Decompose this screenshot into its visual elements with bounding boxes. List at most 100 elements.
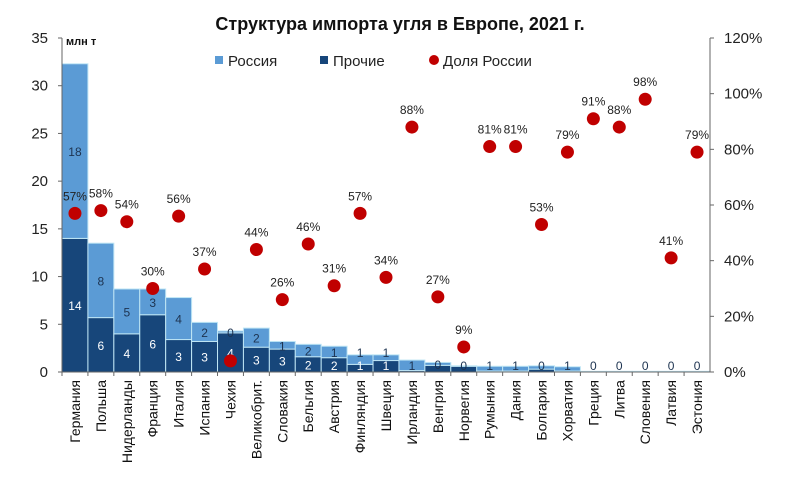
bar-label-russia: 2 xyxy=(305,345,312,359)
share-point xyxy=(354,207,367,220)
bar-label-others: 3 xyxy=(201,351,208,365)
x-tick-label: Словения xyxy=(637,380,653,444)
share-point xyxy=(587,112,600,125)
bar-label-russia: 1 xyxy=(279,339,286,353)
bar-label-russia: 1 xyxy=(512,359,519,373)
share-point xyxy=(691,146,704,159)
share-point xyxy=(535,218,548,231)
y2-tick-label: 120% xyxy=(724,30,762,47)
share-label: 46% xyxy=(296,220,320,234)
legend-swatch xyxy=(429,55,439,65)
y2-tick-label: 0% xyxy=(724,364,746,381)
x-tick-label: Польша xyxy=(93,380,109,432)
bar-label-russia: 1 xyxy=(357,346,364,360)
x-tick-label: Эстония xyxy=(689,380,705,434)
x-tick-label: Литва xyxy=(611,380,627,419)
share-label: 57% xyxy=(348,189,372,203)
y-tick-label: 25 xyxy=(31,125,48,142)
share-point xyxy=(224,354,237,367)
share-label: 31% xyxy=(322,262,346,276)
legend-label: Доля России xyxy=(443,53,532,70)
share-point xyxy=(509,140,522,153)
bar-label-others: 3 xyxy=(279,355,286,369)
share-point xyxy=(639,93,652,106)
x-tick-label: Нидерланды xyxy=(119,380,135,463)
share-point xyxy=(68,207,81,220)
x-tick-label: Великобрит. xyxy=(248,380,264,459)
share-label: 41% xyxy=(659,234,683,248)
x-tick-label: Чехия xyxy=(222,380,238,419)
share-label: 81% xyxy=(478,123,502,137)
legend-swatch xyxy=(215,56,223,64)
share-label: 88% xyxy=(400,103,424,117)
share-label: 44% xyxy=(244,226,268,240)
bar-label-russia: 8 xyxy=(98,274,105,288)
share-label: 58% xyxy=(89,187,113,201)
legend-label: Прочие xyxy=(333,53,385,70)
x-tick-label: Хорватия xyxy=(559,380,575,441)
x-tick-label: Словакия xyxy=(274,380,290,443)
y2-tick-label: 40% xyxy=(724,253,754,270)
x-tick-label: Франция xyxy=(145,380,161,437)
x-tick-label: Швеция xyxy=(378,380,394,431)
x-tick-label: Германия xyxy=(67,380,83,443)
share-label: 91% xyxy=(581,95,605,109)
share-point xyxy=(380,271,393,284)
x-tick-label: Румыния xyxy=(482,380,498,439)
bar-label-russia: 0 xyxy=(642,359,649,373)
x-tick-label: Латвия xyxy=(663,380,679,426)
bar-label-russia: 0 xyxy=(227,326,234,340)
y-tick-label: 15 xyxy=(31,221,48,238)
x-tick-label: Ирландия xyxy=(404,380,420,445)
share-point xyxy=(457,340,470,353)
bar-label-others: 6 xyxy=(98,339,105,353)
share-label: 30% xyxy=(141,265,165,279)
x-tick-label: Бельгия xyxy=(300,380,316,432)
share-point xyxy=(613,121,626,134)
y2-tick-label: 60% xyxy=(724,197,754,214)
bar-label-russia: 0 xyxy=(460,359,467,373)
bar-label-russia: 18 xyxy=(68,145,82,159)
bar-label-russia: 4 xyxy=(175,313,182,327)
x-tick-label: Болгария xyxy=(534,380,550,441)
y2-tick-label: 20% xyxy=(724,308,754,325)
y2-tick-label: 100% xyxy=(724,86,762,103)
share-point xyxy=(405,121,418,134)
y-axis-label: млн т xyxy=(66,36,97,48)
share-point xyxy=(250,243,263,256)
bar-label-others: 1 xyxy=(383,359,390,373)
share-label: 57% xyxy=(63,189,87,203)
share-point xyxy=(94,204,107,217)
y-tick-label: 20 xyxy=(31,173,48,190)
chart-title: Структура импорта угля в Европе, 2021 г. xyxy=(215,14,584,34)
share-point xyxy=(302,237,315,250)
y-tick-label: 0 xyxy=(40,364,48,381)
bar-label-russia: 0 xyxy=(434,358,441,372)
y-tick-label: 5 xyxy=(40,316,48,333)
share-point xyxy=(483,140,496,153)
bar-label-russia: 0 xyxy=(668,359,675,373)
bar-label-russia: 3 xyxy=(149,296,156,310)
bar-label-russia: 0 xyxy=(538,359,545,373)
x-tick-label: Испания xyxy=(197,380,213,436)
share-label: 26% xyxy=(270,276,294,290)
bar-label-russia: 1 xyxy=(409,359,416,373)
legend-swatch xyxy=(320,56,328,64)
bar-label-russia: 1 xyxy=(383,346,390,360)
share-label: 53% xyxy=(530,200,554,214)
share-point xyxy=(431,290,444,303)
bar-label-others: 3 xyxy=(175,350,182,364)
bar-label-russia: 1 xyxy=(331,346,338,360)
bar-label-others: 3 xyxy=(253,354,260,368)
x-tick-label: Австрия xyxy=(326,380,342,433)
bar-label-others: 14 xyxy=(68,299,82,313)
bar-label-russia: 2 xyxy=(201,326,208,340)
share-point xyxy=(665,251,678,264)
share-label: 98% xyxy=(633,75,657,89)
bar-label-others: 2 xyxy=(305,358,312,372)
bar-label-russia: 1 xyxy=(486,359,493,373)
